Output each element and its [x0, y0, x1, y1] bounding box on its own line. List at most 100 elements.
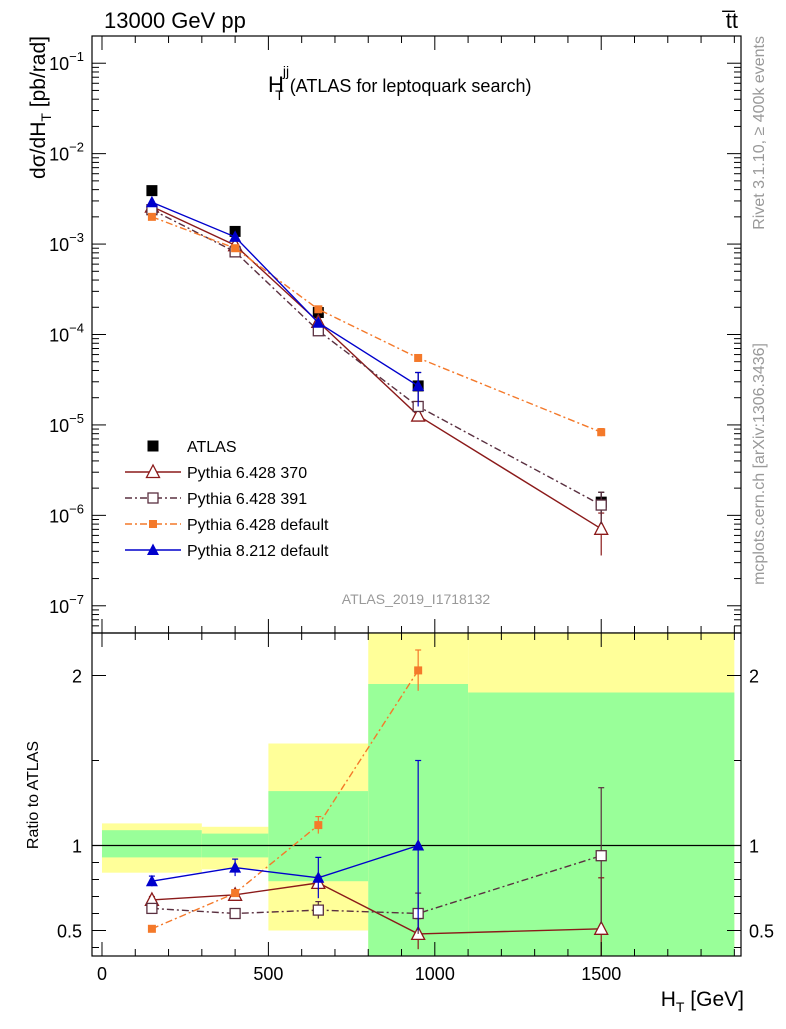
- upper-point-atlas-0: [146, 185, 158, 197]
- watermark: ATLAS_2019_I1718132: [342, 591, 491, 607]
- lower-point-pythia-8-212-default-0: [145, 874, 158, 887]
- upper-title-rest: (ATLAS for leptoquark search): [290, 76, 532, 96]
- upper-plot: 10−710−610−510−410−310−210−1: [49, 35, 742, 634]
- upper-ytick-label-5: 10−2: [49, 140, 84, 165]
- lower-xlabel-main: H: [661, 988, 676, 1011]
- upper-ytick-mant-3: 10: [49, 326, 69, 346]
- upper-ytick-mant-1: 10: [49, 506, 69, 526]
- upper-title-sub: T: [275, 87, 284, 103]
- legend-label-pythia-6-428-default: Pythia 6.428 default: [187, 517, 329, 534]
- legend-marker-atlas: [147, 440, 159, 452]
- lower-line-pythia-6-428-default: [151, 670, 419, 930]
- legend-item-pythia-6-428-default: Pythia 6.428 default: [125, 517, 329, 534]
- lower-ytick-label-left-0: 0.5: [57, 922, 82, 942]
- upper-ytick-label-0: 10−7: [49, 592, 84, 617]
- legend: ATLAS Pythia 6.428 370 Pythia 6.428 391 Pyt…: [125, 439, 329, 560]
- side-label-lower: mcplots.cern.ch [arXiv:1306.3436]: [751, 343, 768, 585]
- lower-point-pythia-6-428-391-4: [595, 850, 607, 862]
- lower-ytick-label-left-1: 1: [72, 837, 82, 857]
- upper-point-pythia-8-212-default-0: [145, 195, 158, 208]
- upper-ytick-mant-2: 10: [49, 416, 69, 436]
- upper-ylabel: dσ/dHT [pb/rad]: [27, 36, 54, 179]
- legend-label-atlas: ATLAS: [187, 439, 237, 456]
- upper-ytick-label-3: 10−4: [49, 321, 84, 346]
- upper-point-pythia-6-428-default-3: [414, 353, 423, 362]
- upper-ytick-exp-6: −1: [69, 49, 84, 64]
- upper-ytick-exp-5: −2: [69, 140, 84, 155]
- lower-xtick-label-1: 500: [253, 964, 283, 984]
- upper-ytick-mant-6: 10: [49, 54, 69, 74]
- lower-xtick-label-2: 1000: [415, 964, 455, 984]
- upper-point-pythia-6-428-default-2: [314, 305, 323, 314]
- lower-series-pythia-6-428-default: [147, 649, 423, 933]
- upper-point-pythia-6-428-default-0: [147, 212, 156, 221]
- legend-marker-pythia-6-428-default: [149, 520, 157, 528]
- legend-marker-pythia-6-428-391: [147, 492, 159, 504]
- lower-xtick-label-3: 1500: [581, 964, 621, 984]
- lower-point-pythia-6-428-default-3: [414, 666, 423, 675]
- upper-point-pythia-8-212-default-3: [412, 379, 425, 391]
- lower-xlabel-sub: T: [676, 999, 685, 1015]
- lower-point-pythia-6-428-391-0: [146, 902, 158, 915]
- lower-point-pythia-6-428-default-0: [147, 924, 156, 933]
- upper-ytick-label-1: 10−6: [49, 501, 84, 526]
- upper-ytick-exp-3: −4: [69, 321, 84, 336]
- legend-label-pythia-6-428-391: Pythia 6.428 391: [187, 491, 307, 508]
- upper-point-pythia-6-428-default-1: [231, 244, 240, 253]
- upper-ylabel-main: dσ/dH: [27, 122, 50, 179]
- upper-ytick-mant-0: 10: [49, 597, 69, 617]
- upper-point-pythia-6-428-370-3: [410, 407, 426, 422]
- legend-item-pythia-8-212-default: Pythia 8.212 default: [125, 543, 329, 560]
- lower-xtick-label-0: 0: [97, 964, 107, 984]
- lower-point-pythia-6-428-default-1: [231, 889, 240, 898]
- lower-plot: 0 500 1000 1500 0.5 0.5 1 1 2 2: [57, 632, 774, 984]
- upper-ylabel-sub: T: [38, 113, 54, 122]
- legend-label-pythia-6-428-370: Pythia 6.428 370: [187, 465, 307, 482]
- legend-item-atlas: ATLAS: [147, 439, 237, 456]
- upper-ytick-label-2: 10−5: [49, 411, 84, 436]
- upper-point-pythia-6-428-370-4: [593, 520, 609, 535]
- upper-point-pythia-6-428-391-4: [595, 499, 607, 511]
- legend-marker-pythia-8-212-default: [147, 543, 159, 555]
- upper-ytick-exp-0: −7: [69, 592, 84, 607]
- upper-ytick-label-4: 10−3: [49, 230, 84, 255]
- lower-point-pythia-6-428-391-2: [312, 904, 324, 916]
- lower-ylabel: Ratio to ATLAS: [25, 741, 42, 849]
- lower-ytick-label-right-0: 0.5: [749, 922, 774, 942]
- upper-title-sup: jj: [282, 63, 289, 79]
- lower-ytick-label-left-2: 2: [72, 667, 82, 687]
- band-green-0: [101, 830, 202, 858]
- upper-ytick-mant-5: 10: [49, 145, 69, 165]
- upper-ytick-exp-4: −3: [69, 230, 84, 245]
- legend-marker-pythia-6-428-370: [145, 463, 161, 479]
- lower-series-pythia-8-212-default: [145, 759, 425, 931]
- lower-xlabel: HT [GeV]: [661, 988, 744, 1015]
- upper-line-pythia-6-428-391: [151, 209, 602, 506]
- legend-item-pythia-6-428-391: Pythia 6.428 391: [125, 491, 307, 508]
- header-left: 13000 GeV pp: [104, 8, 246, 33]
- upper-point-pythia-8-212-default-1: [229, 230, 242, 242]
- legend-item-pythia-6-428-370: Pythia 6.428 370: [125, 463, 307, 482]
- lower-point-pythia-6-428-default-2: [314, 821, 323, 830]
- lower-ytick-label-right-2: 2: [749, 667, 759, 687]
- upper-line-pythia-8-212-default: [151, 201, 419, 387]
- ratio-bands: [101, 633, 735, 956]
- upper-ytick-mant-4: 10: [49, 235, 69, 255]
- upper-ytick-exp-1: −6: [69, 501, 84, 516]
- lower-xlabel-rest: [GeV]: [684, 988, 744, 1011]
- upper-point-pythia-6-428-default-4: [597, 428, 606, 437]
- upper-title: Hjj T (ATLAS for leptoquark search): [268, 63, 531, 103]
- lower-series-group: [144, 649, 609, 956]
- upper-series-pythia-6-428-default: [147, 212, 606, 437]
- upper-ylabel-rest: [pb/rad]: [27, 36, 50, 113]
- header-right: t̅t: [722, 8, 738, 33]
- lower-point-pythia-8-212-default-3: [412, 839, 425, 851]
- lower-point-pythia-6-428-370-4: [593, 920, 609, 935]
- upper-series-pythia-8-212-default: [145, 195, 425, 407]
- lower-ytick-label-right-1: 1: [749, 837, 759, 857]
- lower-point-pythia-6-428-391-1: [229, 907, 241, 920]
- legend-label-pythia-8-212-default: Pythia 8.212 default: [187, 543, 329, 560]
- lower-line-pythia-8-212-default: [151, 844, 419, 882]
- lower-point-pythia-8-212-default-1: [229, 861, 242, 873]
